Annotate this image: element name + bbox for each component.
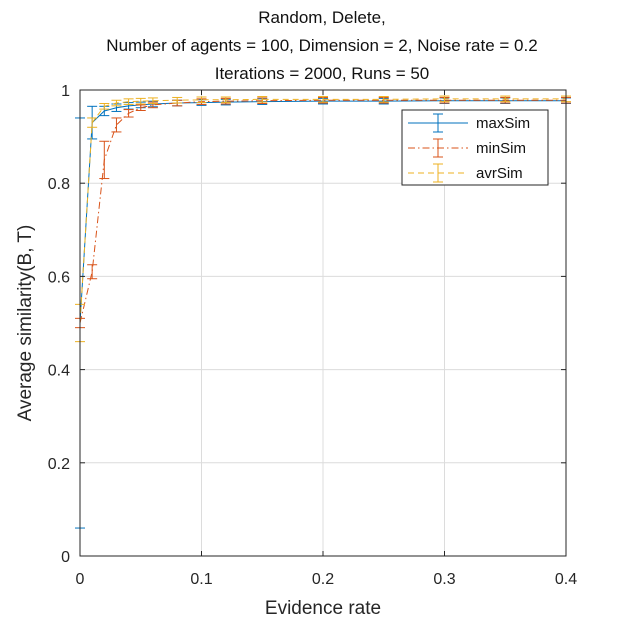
x-tick-label: 0.3 [433,571,455,588]
legend: maxSim minSim avrSim [401,109,549,186]
data-series [75,95,571,529]
legend-label-maxSim: maxSim [476,115,530,132]
series-line-minSim [79,99,566,324]
chart-title-line-3: Iterations = 2000, Runs = 50 [215,64,430,83]
y-tick-label: 1 [61,83,70,100]
y-tick-label: 0.4 [48,363,70,380]
chart-title-line-2: Number of agents = 100, Dimension = 2, N… [106,36,537,55]
y-tick-label: 0.6 [48,269,70,286]
legend-label-avrSim: avrSim [476,165,523,182]
y-tick-label: 0 [61,549,70,566]
x-axis-label: Evidence rate [265,598,381,619]
y-tick-label: 0.8 [48,176,70,193]
x-tick-label: 0.2 [312,571,334,588]
chart-title-line-1: Random, Delete, [258,8,386,27]
series-line-avrSim [79,98,566,324]
x-tick-label: 0.4 [555,571,577,588]
x-tick-label: 0.1 [190,571,212,588]
x-tick-label: 0 [76,571,85,588]
legend-label-minSim: minSim [476,140,526,157]
y-axis-label: Average similarity(B, T) [15,225,36,422]
axis-ticks: 0 0.1 0.2 0.3 0.4 0 0.2 0.4 0.6 0.8 1 [48,83,577,588]
y-tick-label: 0.2 [48,456,70,473]
